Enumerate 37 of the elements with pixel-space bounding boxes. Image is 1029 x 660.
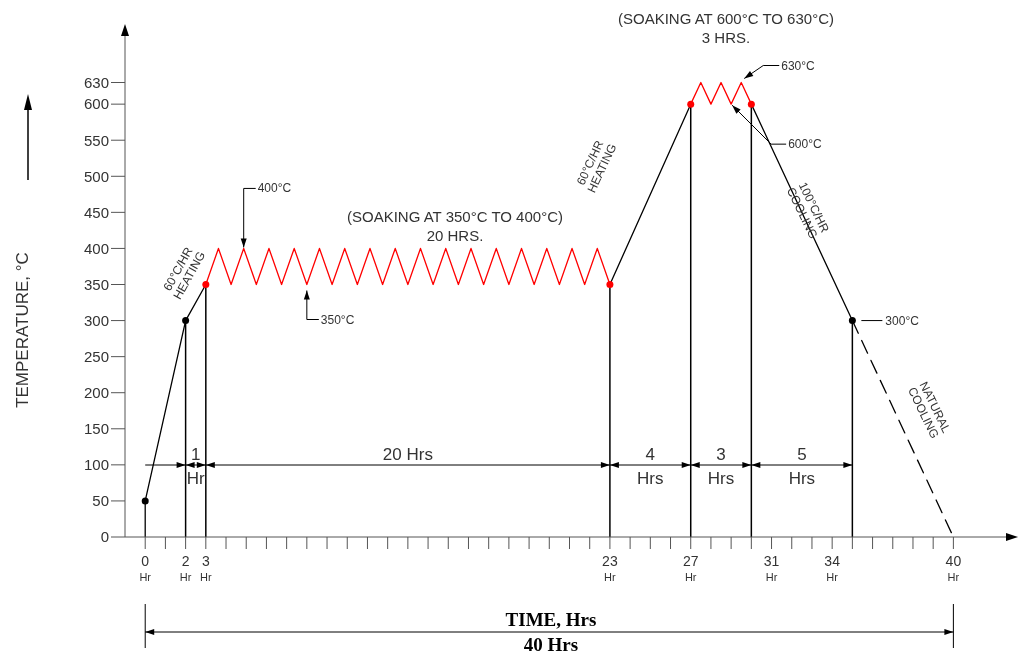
y-tick-label: 100	[83, 456, 109, 474]
y-tick-label: 500	[83, 167, 109, 185]
text: 40 Hrs	[523, 634, 579, 655]
x-tick-label: 31 Hr	[763, 552, 780, 583]
x-axis-title: TIME, Hrs	[505, 609, 597, 630]
annotation: 1 Hr	[186, 445, 205, 488]
y-tick-label: 0	[100, 528, 109, 546]
y-axis-title: TEMPERATURE, °C	[13, 252, 32, 408]
annotation: (SOAKING AT 600°C TO 630°C) 3 HRS.	[618, 10, 834, 46]
annotation: 20 Hrs	[382, 445, 433, 464]
x-tick-label: 2 Hr	[179, 552, 192, 583]
annotation: 3 Hrs	[707, 445, 735, 488]
annotation: 630°C	[781, 58, 816, 73]
x-tick-label: 3 Hr	[200, 552, 212, 583]
annotation: 300°C	[885, 313, 920, 328]
annotation: 400°C	[257, 181, 292, 196]
x-tick-label: 34 Hr	[824, 552, 841, 583]
annotation: 4 Hrs	[637, 445, 664, 488]
x-tick-label: 0 Hr	[139, 552, 152, 583]
y-tick-label: 450	[83, 203, 109, 221]
y-tick-label: 50	[92, 492, 109, 510]
x-tick-label: 40 Hr	[945, 552, 962, 583]
x-tick-label: 23 Hr	[602, 552, 618, 583]
x-tick-label: 27 Hr	[682, 552, 699, 583]
annotation: (SOAKING AT 350°C TO 400°C) 20 HRS.	[347, 208, 563, 244]
y-tick-label: 550	[83, 131, 109, 149]
y-tick-label: 350	[83, 275, 109, 293]
y-tick-label: 250	[83, 347, 109, 365]
y-tick-label: 300	[83, 311, 109, 329]
y-tick-label: 600	[83, 95, 109, 113]
y-tick-label: 150	[83, 420, 109, 438]
annotation: 600°C	[788, 137, 822, 152]
y-tick-label: 200	[83, 384, 109, 402]
y-tick-label: 400	[83, 239, 109, 257]
annotation: 5 Hrs	[788, 445, 816, 488]
annotation: 350°C	[320, 312, 355, 327]
y-tick-label: 630	[83, 73, 109, 91]
